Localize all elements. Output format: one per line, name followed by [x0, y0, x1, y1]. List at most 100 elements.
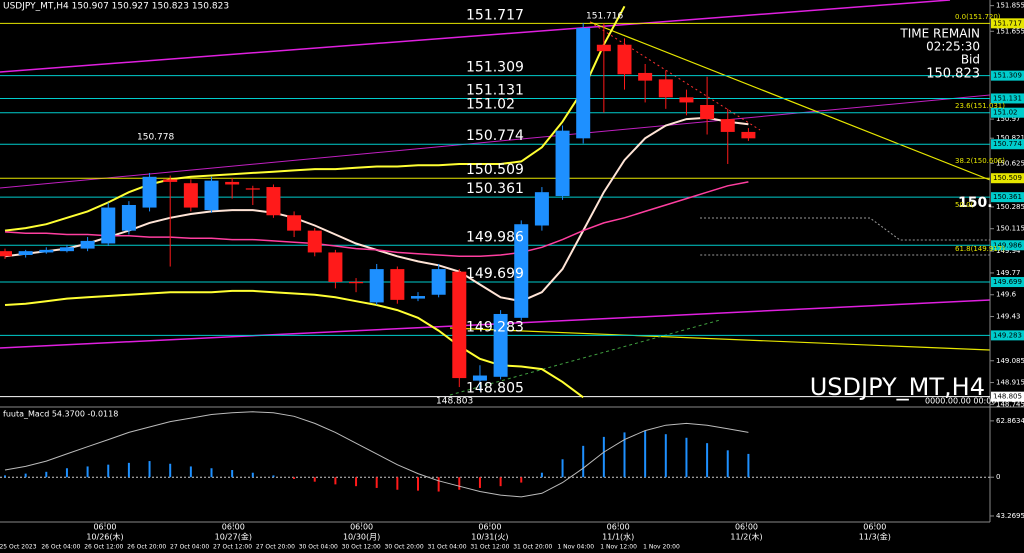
axis-badge-label: 149.986 [993, 241, 1022, 249]
day-label: 11/3(金) [859, 532, 891, 542]
axis-badge [991, 277, 1024, 288]
level-label: 149.986 [466, 229, 524, 245]
x-tick-label: 1 Nov 20:00 [643, 544, 680, 551]
fib-label: 50.0( [955, 201, 974, 209]
candle-body [411, 296, 425, 299]
x-tick-label: 1 Nov 12:00 [600, 544, 637, 551]
x-tick-label: 27 Oct 12:00 [213, 544, 252, 551]
axis-badge-label: 150.509 [993, 174, 1022, 182]
y-tick-label: 150.625 [996, 159, 1024, 167]
x-tick-label: 30 Oct 04:00 [299, 544, 338, 551]
axis-badge [991, 330, 1024, 341]
x-tick-label: 06:00 [863, 523, 886, 532]
candle-body [720, 119, 735, 132]
y-tick-label: 149.085 [996, 357, 1024, 365]
y-tick-label: 148.745 [996, 400, 1024, 408]
candle-body [514, 224, 529, 318]
axis-badge [991, 107, 1024, 118]
candle-body [679, 97, 694, 103]
candle-body [225, 181, 240, 185]
main-panel [0, 5, 990, 399]
bid-label: Bid [961, 53, 980, 67]
level-label: 150.509 [466, 162, 524, 178]
level-label: 148.805 [466, 381, 524, 397]
x-tick-label: 06:00 [478, 523, 501, 532]
axis-badge [991, 173, 1024, 184]
axis-badge [991, 70, 1024, 81]
y-tick-label: 149.6 [996, 291, 1017, 299]
candle-body [472, 375, 487, 381]
candle-body [266, 187, 281, 216]
axis-badge [991, 18, 1024, 29]
candle-body [638, 72, 653, 81]
candle-body [245, 188, 260, 190]
indicator-line [4, 181, 749, 258]
x-tick-label: 31 Oct 04:00 [427, 544, 466, 551]
level-label: 150.361 [466, 181, 524, 197]
day-label: 11/1(水) [602, 532, 634, 542]
countdown: 02:25:30 [926, 40, 980, 54]
candle-body [576, 28, 591, 139]
x-tick-label: 06:00 [222, 523, 245, 532]
axis-badge [991, 240, 1024, 251]
y-tick-label: 151.855 [996, 2, 1024, 10]
x-tick-label: 26 Oct 04:00 [41, 544, 80, 551]
axis-badge-label: 150.774 [993, 140, 1022, 148]
x-tick-label: 27 Oct 20:00 [256, 544, 295, 551]
candle-body [617, 44, 632, 75]
x-tick-label: 06:00 [93, 523, 116, 532]
x-tick-label: 26 Oct 20:00 [127, 544, 166, 551]
candle-body [431, 269, 446, 295]
x-tick-label: 27 Oct 04:00 [170, 544, 209, 551]
peak-label: 151.716 [586, 12, 623, 22]
candle-body [101, 207, 116, 244]
y-tick-label: 149.94 [996, 247, 1021, 255]
axis-badge [991, 391, 1024, 402]
macd-panel [0, 411, 990, 498]
y-tick-label: 148.915 [996, 379, 1024, 387]
indicator-line [4, 5, 626, 232]
candle-body [390, 269, 405, 300]
chart-title: USDJPY_MT,H4 150.907 150.927 150.823 150… [3, 2, 229, 12]
level-label: 149.699 [466, 266, 524, 282]
axis-badge-label: 149.283 [993, 331, 1022, 339]
candle-body [163, 179, 178, 182]
level-note: 150.778 [137, 133, 174, 143]
x-tick-label: 06:00 [350, 523, 373, 532]
day-label: 10/30(月) [343, 533, 380, 542]
x-tick-label: 06:00 [607, 523, 630, 532]
candle-body [18, 251, 33, 255]
candle-body [121, 205, 136, 231]
candle-body [59, 247, 74, 252]
signal-line [4, 411, 749, 498]
candle-body [287, 215, 302, 231]
axis-badge-label: 150.361 [993, 193, 1022, 201]
level-label: 151.717 [466, 7, 524, 23]
indicator-line [4, 289, 584, 399]
axis-badge [991, 192, 1024, 203]
candle-body [493, 313, 508, 377]
x-tick-label: 31 Oct 20:00 [513, 544, 552, 551]
y-tick-label: 150.115 [996, 225, 1024, 233]
candle-body [142, 176, 157, 208]
x-tick-label: 30 Oct 12:00 [342, 544, 381, 551]
time-remain: TIME REMAIN [899, 27, 980, 41]
x-tick-label: 1 Nov 04:00 [557, 544, 594, 551]
axis-badge-label: 151.717 [993, 19, 1022, 27]
low-label: 148.803 [436, 397, 473, 407]
y-tick-label: 150.821 [996, 134, 1024, 142]
day-label: 10/27(金) [215, 532, 252, 542]
fib-label: 23.6(151.031) [955, 102, 1005, 110]
candle-body [183, 183, 198, 208]
x-tick-label: 06:00 [735, 523, 758, 532]
y-tick-label: 150.97 [996, 115, 1021, 123]
candle-body [39, 249, 54, 253]
axis-badge-label: 151.309 [993, 72, 1022, 80]
candle-body [0, 251, 12, 257]
fib-label: 61.8(149.917) [955, 245, 1005, 253]
candle-body [328, 252, 343, 282]
fib-label: 38.2(150.606) [955, 157, 1005, 165]
day-label: 10/31(火) [471, 533, 508, 542]
y-tick-label: 43.2695 [996, 512, 1024, 520]
